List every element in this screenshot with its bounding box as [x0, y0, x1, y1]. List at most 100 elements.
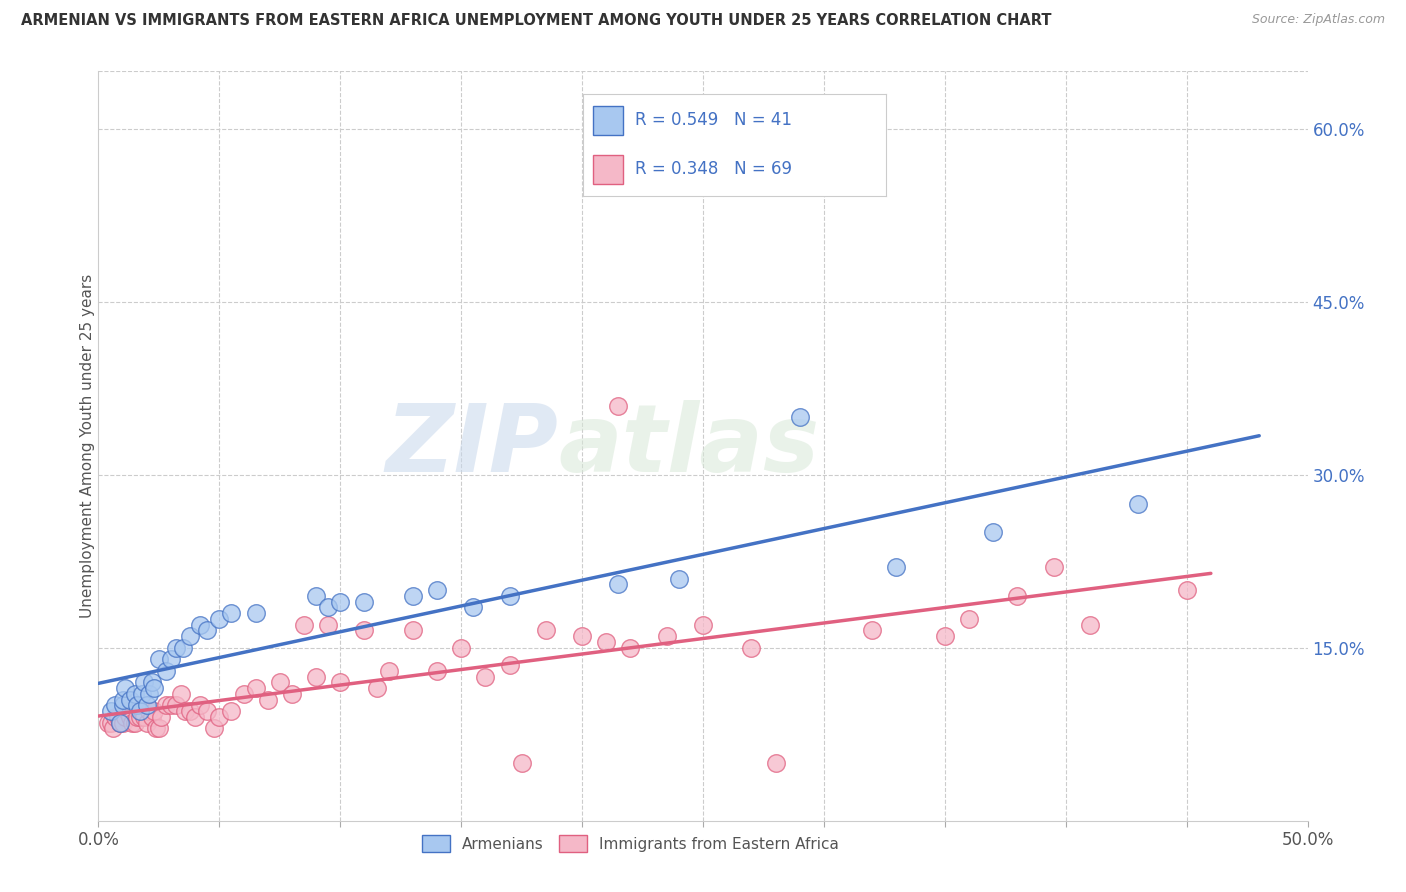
Point — [169, 687, 191, 701]
Point — [128, 710, 150, 724]
Point — [114, 710, 136, 724]
Point — [463, 600, 485, 615]
Point — [208, 710, 231, 724]
Point — [128, 704, 150, 718]
Point — [450, 640, 472, 655]
Point — [155, 664, 177, 678]
Point — [498, 658, 520, 673]
Point — [571, 629, 593, 643]
Point — [124, 715, 146, 730]
Point — [957, 612, 980, 626]
Point — [195, 704, 218, 718]
Point — [402, 589, 425, 603]
Point — [281, 687, 304, 701]
Point — [886, 560, 908, 574]
Point — [474, 669, 496, 683]
Text: atlas: atlas — [558, 400, 820, 492]
Point — [188, 698, 211, 713]
Point — [498, 589, 520, 603]
Point — [100, 704, 122, 718]
Point — [138, 704, 160, 718]
Point — [245, 681, 267, 695]
Point — [148, 722, 170, 736]
Point — [1175, 583, 1198, 598]
Point — [426, 664, 449, 678]
FancyBboxPatch shape — [592, 106, 623, 135]
Point — [131, 687, 153, 701]
Point — [353, 624, 375, 638]
Point — [221, 704, 243, 718]
Point — [329, 594, 352, 608]
FancyBboxPatch shape — [592, 155, 623, 184]
Point — [1007, 589, 1029, 603]
Point — [305, 589, 328, 603]
Y-axis label: Unemployment Among Youth under 25 years: Unemployment Among Youth under 25 years — [80, 274, 94, 618]
Point — [160, 652, 183, 666]
Point — [860, 624, 883, 638]
Point — [534, 624, 557, 638]
Point — [316, 617, 339, 632]
Point — [269, 675, 291, 690]
Point — [148, 652, 170, 666]
Point — [155, 698, 177, 713]
Point — [131, 704, 153, 718]
Point — [135, 698, 157, 713]
Point — [426, 583, 449, 598]
Point — [127, 698, 149, 713]
Point — [165, 698, 187, 713]
Point — [292, 617, 315, 632]
Point — [141, 675, 163, 690]
Point — [221, 606, 243, 620]
Point — [114, 681, 136, 695]
Point — [765, 756, 787, 770]
Point — [104, 710, 127, 724]
Point — [377, 664, 399, 678]
Point — [141, 710, 163, 724]
Point — [134, 675, 156, 690]
Point — [124, 687, 146, 701]
Point — [179, 629, 201, 643]
Point — [97, 715, 120, 730]
Point — [402, 624, 425, 638]
Point — [145, 722, 167, 736]
Point — [245, 606, 267, 620]
Point — [150, 710, 173, 724]
Point — [143, 704, 166, 718]
Point — [118, 710, 141, 724]
Point — [108, 715, 131, 730]
Point — [195, 624, 218, 638]
Point — [143, 681, 166, 695]
Point — [160, 698, 183, 713]
Point — [740, 640, 762, 655]
Point — [108, 715, 131, 730]
Point — [100, 715, 122, 730]
Point — [204, 722, 226, 736]
Point — [329, 675, 352, 690]
Point — [1078, 617, 1101, 632]
Point — [104, 698, 127, 713]
Point — [111, 698, 134, 713]
Point — [184, 710, 207, 724]
Point — [111, 692, 134, 706]
Point — [981, 525, 1004, 540]
Point — [174, 704, 197, 718]
Point — [934, 629, 956, 643]
Text: ZIP: ZIP — [385, 400, 558, 492]
Point — [595, 635, 617, 649]
Text: ARMENIAN VS IMMIGRANTS FROM EASTERN AFRICA UNEMPLOYMENT AMONG YOUTH UNDER 25 YEA: ARMENIAN VS IMMIGRANTS FROM EASTERN AFRI… — [21, 13, 1052, 29]
Point — [118, 692, 141, 706]
Point — [165, 640, 187, 655]
Point — [134, 710, 156, 724]
Point — [668, 572, 690, 586]
Point — [789, 410, 811, 425]
Point — [366, 681, 388, 695]
Point — [188, 617, 211, 632]
Point — [1128, 497, 1150, 511]
Legend: Armenians, Immigrants from Eastern Africa: Armenians, Immigrants from Eastern Afric… — [416, 829, 845, 858]
Text: R = 0.549   N = 41: R = 0.549 N = 41 — [636, 111, 792, 128]
Point — [117, 704, 139, 718]
Point — [127, 710, 149, 724]
Point — [172, 640, 194, 655]
Point — [305, 669, 328, 683]
Point — [111, 715, 134, 730]
